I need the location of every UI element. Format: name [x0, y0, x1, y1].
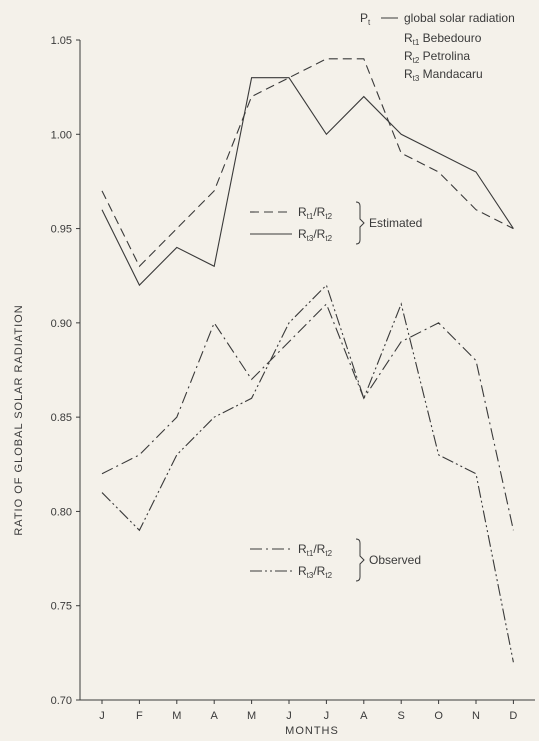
- legend-observed: Rt1/Rt2 Rt3/Rt2 Observed: [250, 538, 421, 582]
- legend-bracket: [355, 201, 365, 245]
- key-item: Rt2 Petrolina: [404, 49, 470, 65]
- y-tick-label: 0.90: [51, 318, 72, 330]
- x-tick-label: F: [136, 710, 143, 722]
- x-tick-label: M: [247, 710, 256, 722]
- x-tick-label: A: [360, 710, 368, 722]
- x-tick-label: D: [509, 710, 517, 722]
- key-pt-label: Pt: [360, 11, 371, 27]
- legend-label: Rt3/Rt2: [298, 564, 333, 580]
- series-line-rt3-rt2-estimated: [101, 77, 514, 287]
- key-item: Rt3 Mandacaru: [404, 67, 483, 83]
- legend-group-label: Observed: [369, 553, 421, 567]
- legend-estimated: Rt1/Rt2 Rt3/Rt2 Estimated: [250, 201, 422, 245]
- x-tick-label: J: [99, 710, 105, 722]
- series-line-rt3-rt2-observed: [101, 284, 514, 663]
- x-axis-label: MONTHS: [285, 725, 339, 737]
- series-line-rt1-rt2-observed: [101, 303, 514, 531]
- y-tick-label: 1.05: [51, 35, 72, 47]
- x-tick-label: J: [324, 710, 330, 722]
- tick-labels: 0.70 0.75 0.80 0.85 0.90 0.95 1.00 1.05 J F M A M J J A…: [51, 35, 518, 722]
- y-tick-label: 0.75: [51, 601, 72, 613]
- x-tick-label: J: [286, 710, 292, 722]
- y-tick-label: 0.70: [51, 695, 72, 707]
- legend-label: Rt1/Rt2: [298, 205, 333, 221]
- y-tick-label: 0.95: [51, 224, 72, 236]
- y-tick-label: 0.80: [51, 506, 72, 518]
- y-tick-label: 0.85: [51, 412, 72, 424]
- key-item: Rt1 Bebedouro: [404, 31, 482, 47]
- x-tick-label: M: [172, 710, 181, 722]
- legend-bracket: [355, 538, 365, 582]
- legend-group-label: Estimated: [369, 216, 422, 230]
- y-tick-label: 1.00: [51, 129, 72, 141]
- axes: [76, 39, 535, 704]
- legend-label: Rt1/Rt2: [298, 542, 333, 558]
- y-axis-label: RATIO OF GLOBAL SOLAR RADIATION: [13, 304, 25, 535]
- station-key: Pt global solar radiation Rt1 Bebedouro R…: [360, 11, 515, 83]
- x-tick-label: O: [434, 710, 443, 722]
- series-lines: [101, 58, 514, 663]
- legend-label: Rt3/Rt2: [298, 227, 333, 243]
- x-tick-label: A: [211, 710, 219, 722]
- x-tick-label: N: [472, 710, 480, 722]
- x-tick-label: S: [398, 710, 405, 722]
- key-pt-text: global solar radiation: [404, 11, 515, 25]
- series-line-rt1-rt2-estimated: [101, 58, 514, 268]
